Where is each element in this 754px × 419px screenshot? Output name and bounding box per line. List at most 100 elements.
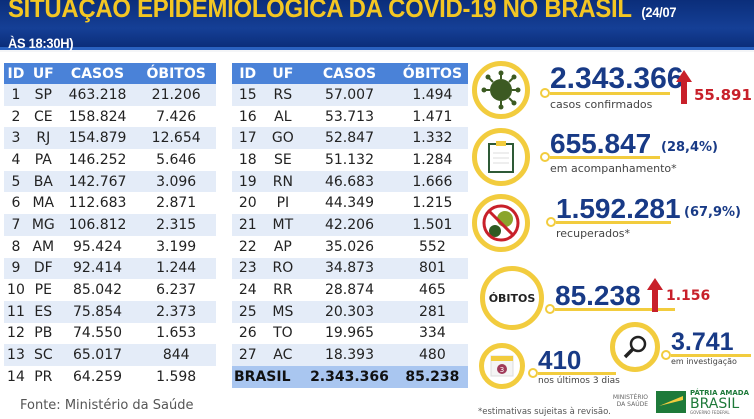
table-cell: 12.654: [136, 127, 216, 150]
logo-line2: BRASIL: [690, 396, 740, 412]
monitoring-value: 655.847: [550, 128, 652, 159]
clipboard-icon-circle: [472, 128, 530, 186]
calendar-number: 3: [500, 366, 504, 374]
table-cell: PI: [276, 195, 290, 212]
table-cell: 1.501: [396, 214, 468, 236]
table-cell: 34.873: [302, 257, 397, 280]
table-cell: RJ: [27, 127, 59, 150]
table-cell: 11: [4, 300, 28, 323]
column-header: ID: [4, 63, 28, 84]
table-cell: 65.017: [58, 344, 137, 366]
confirmed-label: casos confirmados: [550, 98, 653, 111]
total-row: BRASIL 2.343.366 85.238: [232, 365, 468, 388]
table-cell: 26: [238, 325, 257, 342]
table-cell: 2.871: [156, 195, 197, 212]
connector-dot: [540, 152, 550, 162]
recent-deaths-label: nos últimos 3 dias: [538, 376, 620, 386]
calendar-icon: 3: [490, 355, 514, 377]
deaths-badge-circle: ÓBITOS: [480, 266, 544, 330]
connector-line: [550, 92, 670, 95]
table-cell: 64.259: [73, 368, 123, 385]
table-cell: BA: [27, 170, 59, 193]
increase-arrow-icon: [647, 278, 663, 312]
table-cell: 2.315: [136, 214, 216, 236]
table-cell: 46.683: [302, 170, 397, 193]
table-cell: 52.847: [302, 127, 397, 150]
magnifier-icon: [623, 335, 647, 359]
table-cell: AC: [263, 344, 303, 366]
table-cell: GO: [263, 127, 303, 150]
table-row: 10 PE 85.042 6.237: [4, 279, 216, 301]
table-cell: RN: [263, 170, 303, 193]
table-cell: 74.550: [73, 325, 123, 342]
table-cell: 106.812: [58, 214, 137, 236]
table-cell: 1.471: [412, 108, 453, 125]
table-cell: SE: [273, 151, 292, 168]
table-row: 15 RS 57.007 1.494: [232, 84, 468, 106]
title-bar: SITUAÇÃO EPIDEMIOLÓGICA DA COVID-19 NO B…: [0, 0, 754, 51]
table-cell: SC: [27, 344, 59, 366]
recovered-label: recuperados*: [556, 227, 631, 240]
investigation-label: em investigação: [671, 357, 737, 366]
table-row: 7 MG 106.812 2.315: [4, 214, 216, 236]
table-cell: 6: [11, 195, 21, 212]
table-row: 14 PR 64.259 1.598: [4, 366, 216, 388]
connector-dot: [528, 368, 538, 378]
table-cell: 18: [238, 151, 257, 168]
table-row: 11 ES 75.854 2.373: [4, 300, 216, 323]
table-row: 8 AM 95.424 3.199: [4, 236, 216, 258]
table-cell: PE: [34, 282, 52, 299]
table-cell: ES: [27, 300, 59, 323]
states-table-right: ID UF CASOS ÓBITOS 15 RS 57.007 1.494 16 AL 53.713…: [232, 63, 468, 388]
virus-crossed-icon: [482, 204, 520, 242]
table-cell: MG: [27, 214, 59, 236]
table-row: 16 AL 53.713 1.471: [232, 106, 468, 128]
table-cell: 844: [136, 344, 216, 366]
connector-dot: [545, 304, 555, 314]
virus-icon: [481, 70, 521, 110]
table-cell: 51.132: [324, 151, 374, 168]
table-cell: 5: [4, 170, 28, 193]
total-label: BRASIL: [232, 365, 303, 388]
table-cell: 16: [238, 108, 257, 125]
recovered-value: 1.592.281: [556, 193, 681, 224]
table-cell: 24: [238, 282, 257, 299]
table-cell: MS: [263, 300, 303, 323]
monitoring-pct: (28,4%): [661, 140, 718, 155]
table-cell: AM: [32, 238, 55, 255]
column-header: CASOS: [302, 63, 397, 84]
calendar-icon-circle: 3: [479, 343, 525, 389]
table-cell: AL: [274, 108, 292, 125]
table-cell: 1.244: [136, 257, 216, 280]
table-cell: AP: [273, 238, 292, 255]
table-cell: PR: [34, 368, 53, 385]
deaths-value: 85.238: [555, 280, 641, 311]
table-cell: 158.824: [68, 108, 127, 125]
table-row: 4 PA 146.252 5.646: [4, 149, 216, 171]
table-cell: 15: [232, 84, 264, 106]
logo-line3: GOVERNO FEDERAL: [690, 410, 730, 415]
table-cell: 7: [4, 214, 28, 236]
table-cell: 1.284: [412, 151, 453, 168]
table-cell: 1.598: [156, 368, 197, 385]
logo-line1: PÁTRIA AMADA: [690, 389, 750, 397]
connector-line: [538, 372, 616, 375]
confirmed-increase: 55.891: [694, 86, 752, 104]
table-cell: 18.393: [302, 344, 397, 366]
table-cell: 9: [4, 257, 28, 280]
table-row: 13 SC 65.017 844: [4, 344, 216, 366]
page-title: SITUAÇÃO EPIDEMIOLÓGICA DA COVID-19 NO B…: [8, 0, 694, 55]
table-cell: 95.424: [73, 238, 123, 255]
investigation-value: 3.741: [671, 328, 734, 356]
table-row: 19 RN 46.683 1.666: [232, 170, 468, 193]
monitoring-label: em acompanhamento*: [550, 162, 677, 175]
source-note: Fonte: Ministério da Saúde: [20, 398, 194, 413]
table-row: 27 AC 18.393 480: [232, 344, 468, 366]
table-row: 20 PI 44.349 1.215: [232, 192, 468, 214]
column-header: ÓBITOS: [396, 63, 468, 84]
column-header: UF: [27, 63, 59, 84]
table-cell: 42.206: [302, 214, 397, 236]
table-cell: 57.007: [302, 84, 397, 106]
table-cell: 801: [396, 257, 468, 280]
table-cell: 6.237: [156, 282, 197, 299]
